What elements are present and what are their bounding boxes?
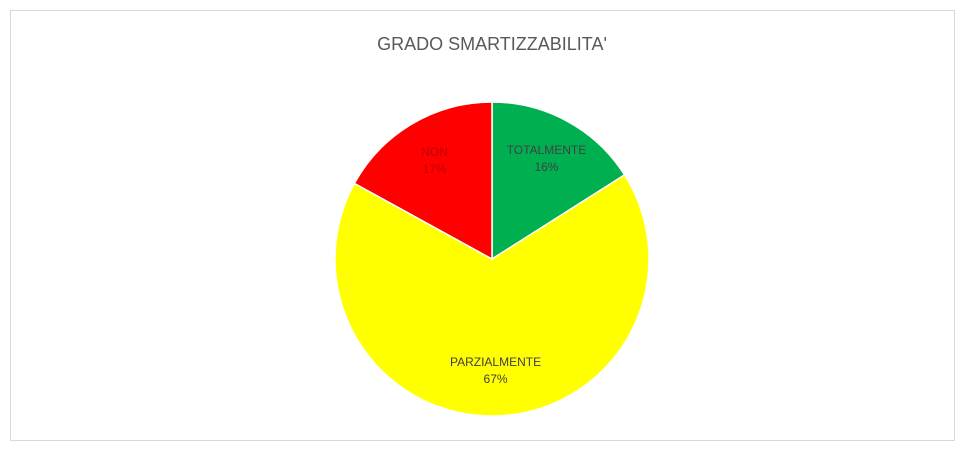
slice-category-label: NON — [421, 145, 448, 159]
slice-category-label: TOTALMENTE — [507, 143, 587, 157]
slice-value-label: 16% — [534, 160, 558, 174]
slice-value-label: 17% — [422, 162, 446, 176]
pie-slice — [491, 101, 626, 261]
slice-value-label: 67% — [484, 372, 508, 386]
pie-slice — [334, 173, 650, 417]
slice-category-label: PARZIALMENTE — [450, 355, 541, 369]
pie-slice — [353, 101, 493, 261]
chart-title: GRADO SMARTIZZABILITA' — [377, 34, 607, 54]
